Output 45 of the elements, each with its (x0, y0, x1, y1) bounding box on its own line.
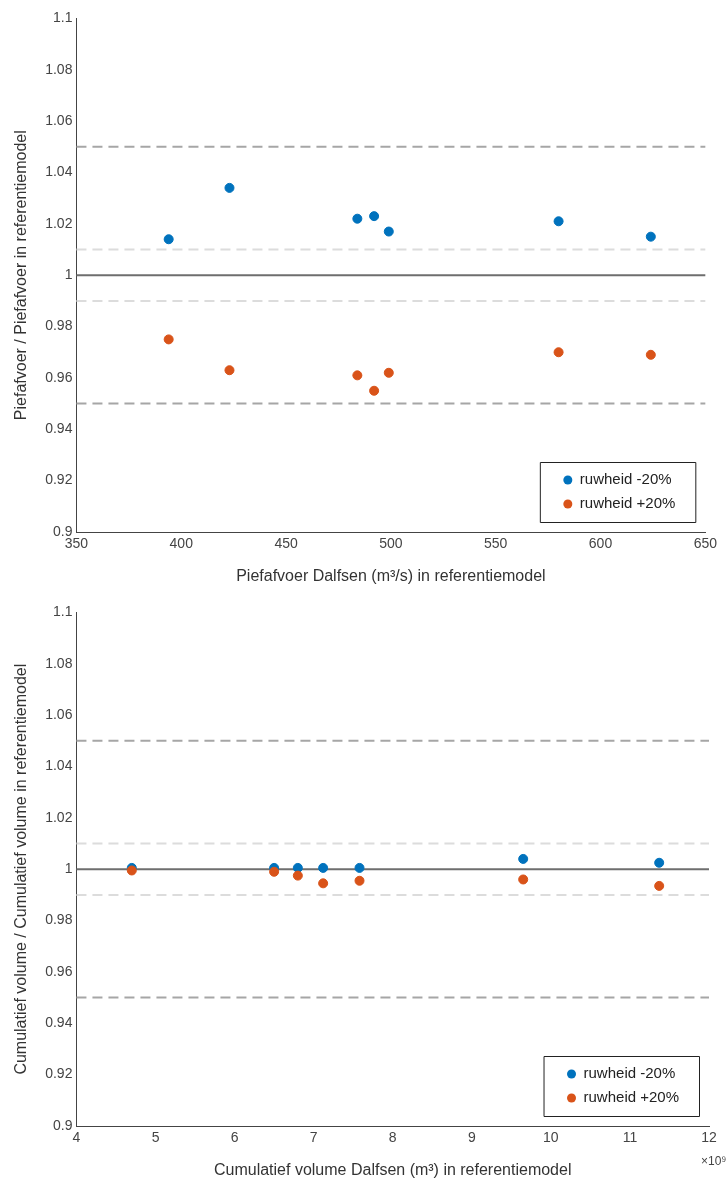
x-tick-label: 11 (622, 1129, 638, 1146)
y-tick-label: 0.9 (52, 1116, 73, 1133)
y-tick-label: 1.04 (45, 757, 73, 774)
legend-label: ruwheid -20% (579, 470, 672, 488)
x-tick-label: 600 (588, 535, 613, 552)
legend-label: ruwheid +20% (583, 1088, 680, 1106)
text: ×10⁹ (701, 1154, 727, 1169)
y-tick-label: 0.92 (45, 1065, 73, 1082)
y-tick-label: 0.94 (45, 1014, 73, 1031)
y-tick-label: 1.1 (52, 9, 73, 26)
y-tick-label: 1.06 (45, 111, 73, 128)
y-tick-label: 0.94 (45, 420, 73, 437)
y-tick-label: 1.08 (45, 654, 73, 671)
x-tick-label: 550 (484, 535, 508, 552)
y-tick-label: 1.02 (45, 808, 73, 825)
legend-label: ruwheid +20% (579, 494, 676, 512)
x-tick-label: 9 (467, 1129, 476, 1146)
y-tick-label: 0.96 (45, 368, 73, 385)
y-axis-title: Piefafvoer / Piefafvoer in referentiemodel (12, 130, 30, 421)
y-tick-label: 0.96 (45, 962, 73, 979)
x-tick-label: 400 (169, 535, 194, 552)
y-tick-label: 0.92 (45, 471, 73, 488)
y-tick-label: 1.04 (45, 163, 73, 180)
y-tick-label: 1.1 (52, 603, 73, 620)
x-tick-label: 5 (151, 1129, 160, 1146)
x-tick-label: 450 (274, 535, 298, 552)
y-tick-label: 1 (64, 860, 73, 877)
x-tick-label: 12 (701, 1129, 717, 1146)
y-tick-label: 1 (64, 266, 73, 283)
x-tick-label: 7 (309, 1129, 318, 1146)
legend-label: ruwheid -20% (583, 1064, 676, 1082)
y-axis-title: Cumulatief volume / Cumulatief volume in referentiemodel (12, 663, 30, 1075)
x-axis-title: Cumulatief volume Dalfsen (m³) in referentiemodel (213, 1160, 572, 1178)
x-axis-title: Piefafvoer Dalfsen (m³/s) in referentiemodel (236, 566, 546, 584)
y-tick-label: 1.02 (45, 214, 73, 231)
x-tick-label: 4 (72, 1129, 81, 1146)
x-tick-label: 6 (230, 1129, 239, 1146)
x-tick-label: 650 (693, 535, 718, 552)
x-tick-label: 500 (379, 535, 403, 552)
x-tick-label: 8 (388, 1129, 397, 1146)
y-tick-label: 0.98 (45, 911, 73, 928)
x-tick-label: 10 (543, 1129, 559, 1146)
y-tick-label: 0.98 (45, 317, 73, 334)
y-tick-label: 1.06 (45, 705, 73, 722)
y-tick-label: 1.08 (45, 60, 73, 77)
